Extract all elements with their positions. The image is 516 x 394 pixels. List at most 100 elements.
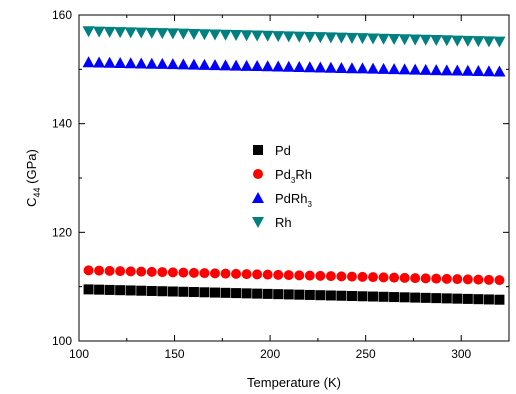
data-point bbox=[293, 31, 306, 43]
series-pd3rh bbox=[83, 265, 505, 286]
data-point bbox=[482, 36, 495, 48]
data-point bbox=[156, 28, 169, 40]
data-point bbox=[452, 293, 463, 304]
data-point bbox=[431, 273, 442, 284]
data-point bbox=[389, 292, 400, 303]
data-point bbox=[399, 292, 410, 303]
data-point bbox=[167, 267, 178, 278]
data-point bbox=[146, 266, 157, 277]
data-point bbox=[145, 27, 158, 39]
data-point bbox=[125, 266, 136, 277]
data-point bbox=[220, 268, 231, 279]
data-point bbox=[124, 27, 137, 39]
data-point bbox=[451, 64, 464, 76]
data-point bbox=[304, 270, 315, 281]
legend-marker-rh bbox=[252, 217, 264, 228]
legend-label-pd3rh: Pd3Rh bbox=[275, 167, 312, 185]
data-point bbox=[303, 61, 316, 73]
data-point bbox=[187, 58, 200, 70]
data-point bbox=[187, 28, 200, 40]
y-tick-label: 140 bbox=[52, 117, 72, 131]
data-point bbox=[115, 266, 126, 277]
legend-label-part: Rh bbox=[295, 167, 312, 182]
data-point bbox=[241, 288, 252, 299]
data-point bbox=[83, 284, 94, 295]
data-point bbox=[420, 273, 431, 284]
legend-label-part: Pd bbox=[275, 143, 291, 158]
data-point bbox=[345, 32, 358, 44]
data-point bbox=[335, 61, 348, 73]
data-point bbox=[241, 269, 252, 280]
data-point bbox=[462, 293, 473, 304]
data-point bbox=[440, 35, 453, 47]
data-point bbox=[461, 35, 474, 47]
data-point bbox=[315, 290, 326, 301]
data-point bbox=[124, 57, 137, 69]
data-point bbox=[240, 59, 253, 71]
data-point bbox=[367, 62, 380, 74]
data-point bbox=[262, 288, 273, 299]
data-point bbox=[410, 273, 421, 284]
data-point bbox=[82, 26, 95, 38]
data-point bbox=[461, 64, 474, 76]
data-point bbox=[94, 284, 105, 295]
data-point bbox=[231, 288, 242, 299]
data-point bbox=[419, 34, 432, 46]
data-point bbox=[420, 292, 431, 303]
data-point bbox=[377, 62, 390, 74]
data-point bbox=[336, 290, 347, 301]
data-point bbox=[389, 272, 400, 283]
data-point bbox=[473, 274, 484, 285]
data-point bbox=[346, 291, 357, 302]
data-point bbox=[356, 33, 369, 45]
data-point bbox=[199, 268, 210, 279]
y-tick-label: 100 bbox=[52, 334, 72, 348]
data-point bbox=[441, 273, 452, 284]
data-point bbox=[231, 268, 242, 279]
data-point bbox=[82, 56, 95, 68]
legend-marker-pdrh3 bbox=[252, 192, 264, 203]
legend-marker-pd bbox=[253, 145, 263, 155]
data-point bbox=[283, 289, 294, 300]
data-point bbox=[325, 290, 336, 301]
series-pdrh3 bbox=[82, 56, 506, 77]
data-point bbox=[252, 269, 263, 280]
legend-label-part: Pd bbox=[275, 167, 291, 182]
data-point bbox=[198, 29, 211, 41]
data-point bbox=[282, 31, 295, 43]
data-point bbox=[104, 265, 115, 276]
data-point bbox=[178, 286, 189, 297]
data-point bbox=[409, 34, 422, 46]
legend-label-sub: 3 bbox=[291, 176, 296, 185]
y-axis-title-sub: 44 bbox=[32, 187, 42, 197]
data-point bbox=[441, 293, 452, 304]
data-point bbox=[240, 30, 253, 42]
x-axis-title: Temperature (K) bbox=[247, 375, 341, 390]
x-tick-label: 300 bbox=[451, 347, 471, 361]
data-point bbox=[114, 27, 127, 39]
data-point bbox=[388, 33, 401, 45]
data-point bbox=[115, 285, 126, 296]
data-point bbox=[368, 291, 379, 302]
data-point bbox=[388, 63, 401, 75]
data-point bbox=[230, 59, 243, 71]
data-point bbox=[483, 274, 494, 285]
series-rh bbox=[82, 26, 506, 48]
x-tick-label: 200 bbox=[260, 347, 280, 361]
legend-label-rh: Rh bbox=[275, 215, 292, 230]
data-point bbox=[135, 57, 148, 69]
data-point bbox=[198, 58, 211, 70]
data-point bbox=[493, 36, 506, 48]
data-point bbox=[273, 289, 284, 300]
data-point bbox=[261, 30, 274, 42]
data-point bbox=[114, 56, 127, 68]
data-point bbox=[136, 285, 147, 296]
data-point bbox=[157, 286, 168, 297]
data-point bbox=[378, 272, 389, 283]
data-point bbox=[167, 286, 178, 297]
data-point bbox=[452, 274, 463, 285]
data-point bbox=[272, 60, 285, 72]
data-point bbox=[398, 34, 411, 46]
data-point bbox=[178, 267, 189, 278]
